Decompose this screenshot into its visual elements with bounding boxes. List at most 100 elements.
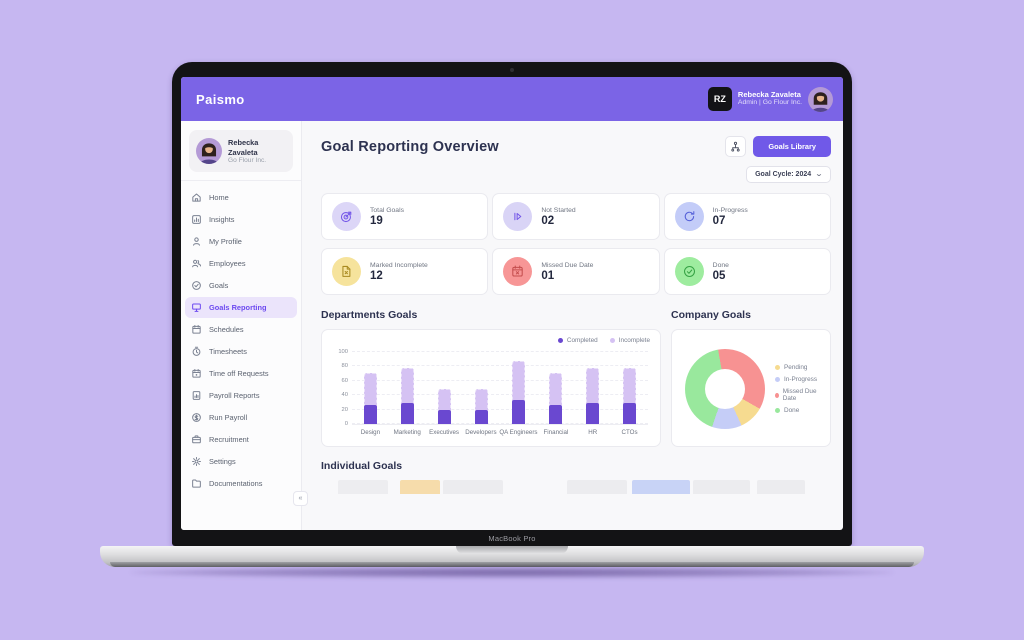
- settings-icon: [191, 456, 202, 467]
- run-payroll-icon: [191, 412, 202, 423]
- stats-grid: Total Goals 19 Not Started 02 In-Progress 07 M…: [321, 193, 831, 295]
- donut-legend: Pending In-Progress Missed Due Date Done: [775, 364, 820, 414]
- bar-financial: [549, 372, 562, 424]
- org-initials-badge: RZ: [707, 87, 732, 111]
- sidebar-item-goals[interactable]: Goals: [181, 275, 301, 296]
- stat-card-marked-incomplete: Marked Incomplete 12: [321, 248, 489, 295]
- sidebar-item-label: Goals: [209, 281, 229, 291]
- bar-qa-engineers: [512, 361, 525, 424]
- stat-text: Not Started 02: [541, 207, 575, 227]
- sidebar-item-label: Timesheets: [209, 347, 247, 357]
- schedules-icon: [191, 324, 202, 335]
- stat-card-not-started: Not Started 02: [492, 193, 660, 240]
- bar-segment-incomplete: [438, 388, 451, 413]
- sidebar-item-payroll-reports[interactable]: Payroll Reports: [181, 385, 301, 406]
- bar-segment-completed: [475, 410, 488, 424]
- laptop-base-edge: [110, 562, 914, 567]
- gridline: 80: [342, 363, 648, 369]
- stat-label: Not Started: [541, 206, 576, 214]
- sidebar-item-recruitment[interactable]: Recruitment: [181, 429, 301, 450]
- legend-label: In-Progress: [784, 376, 818, 383]
- stat-card-total-goals: Total Goals 19: [321, 193, 489, 240]
- category-label: Financial: [543, 429, 569, 436]
- stat-text: Total Goals 19: [370, 207, 404, 227]
- sidebar-item-home[interactable]: Home: [181, 187, 301, 208]
- category-label: Developers: [465, 429, 497, 436]
- sidebar-item-settings[interactable]: Settings: [181, 451, 301, 472]
- bar-marketing: [401, 368, 414, 424]
- legend-in-progress: In-Progress: [775, 376, 820, 383]
- legend-done: Done: [775, 407, 820, 414]
- sidebar-item-timesheets[interactable]: Timesheets: [181, 341, 301, 362]
- top-bar: Paismo RZ Rebecka Zavaleta Admin | Go Fl…: [181, 77, 843, 121]
- company-goals-chart: Pending In-Progress Missed Due Date Done: [671, 329, 831, 447]
- sidebar-item-my-profile[interactable]: My Profile: [181, 231, 301, 252]
- profile-icon: [191, 236, 202, 247]
- sidebar-item-goals-reporting[interactable]: Goals Reporting: [185, 297, 297, 319]
- sidebar-item-documentations[interactable]: Documentations: [181, 473, 301, 494]
- bar-segment-incomplete: [475, 388, 488, 413]
- bar-segment-completed: [401, 403, 414, 424]
- sidebar-item-time-off-requests[interactable]: Time off Requests: [181, 363, 301, 384]
- profile-company: Go Flour Inc.: [228, 157, 267, 165]
- bar-segment-incomplete: [586, 368, 599, 406]
- sidebar-item-run-payroll[interactable]: Run Payroll: [181, 407, 301, 428]
- donut-chart: [685, 349, 765, 429]
- individual-goals-title: Individual Goals: [321, 460, 403, 472]
- sidebar-item-insights[interactable]: Insights: [181, 209, 301, 230]
- goal-cycle-dropdown[interactable]: Goal Cycle: 2024 ⌄: [746, 166, 831, 183]
- check-circle-icon: [674, 257, 704, 286]
- gridline: 40: [342, 392, 648, 398]
- sidebar-profile-card[interactable]: Rebecka Zavaleta Go Flour Inc.: [189, 130, 293, 173]
- bar-segment-completed: [438, 410, 451, 424]
- legend-label: Done: [784, 407, 800, 414]
- sidebar-item-employees[interactable]: Employees: [181, 253, 301, 274]
- goal-cycle-value: Goal Cycle: 2024: [755, 171, 812, 178]
- stat-value: 07: [712, 214, 726, 227]
- legend-incomplete: Incomplete: [609, 337, 650, 344]
- user-avatar[interactable]: [808, 86, 833, 112]
- stat-label: Missed Due Date: [541, 261, 594, 269]
- y-axis-tick: 60: [341, 377, 348, 384]
- bar-segment-incomplete: [512, 361, 525, 402]
- payroll-reports-icon: [191, 390, 202, 401]
- document-x-icon: [332, 257, 361, 286]
- category-label: Executives: [429, 429, 460, 436]
- main-content: Goal Reporting Overview Goals Library: [302, 121, 843, 530]
- stat-label: Done: [712, 261, 729, 269]
- timesheets-icon: [191, 346, 202, 357]
- table-cell-preview: [632, 480, 690, 494]
- stat-label: Marked Incomplete: [370, 261, 428, 269]
- sidebar-item-label: Payroll Reports: [209, 391, 260, 401]
- user-menu[interactable]: RZ Rebecka Zavaleta Admin | Go Flour Inc…: [707, 86, 833, 112]
- departments-goals-title: Departments Goals: [321, 309, 418, 321]
- y-axis-tick: 100: [338, 349, 348, 355]
- sidebar-item-label: Schedules: [209, 325, 244, 335]
- stat-text: In-Progress 07: [713, 207, 748, 227]
- legend-completed: Completed: [557, 337, 598, 344]
- table-cell-preview: [757, 480, 805, 494]
- org-chart-icon[interactable]: [725, 136, 747, 157]
- bar-chart-legend: Completed Incomplete: [332, 337, 650, 344]
- stat-label: Total Goals: [370, 206, 405, 214]
- stat-text: Missed Due Date 01: [541, 262, 593, 282]
- legend-dot-icon: [775, 377, 780, 382]
- laptop-notch: [456, 546, 568, 554]
- gridline: 60: [342, 378, 648, 384]
- stat-value: 12: [370, 269, 383, 282]
- chevron-down-icon: ⌄: [814, 171, 824, 178]
- table-cell-preview: [443, 480, 503, 494]
- stat-value: 05: [712, 269, 726, 282]
- goals-library-button[interactable]: Goals Library: [753, 136, 831, 157]
- stat-value: 02: [541, 214, 555, 227]
- goals-icon: [191, 280, 202, 291]
- sidebar-item-label: Recruitment: [209, 435, 249, 445]
- sidebar-item-schedules[interactable]: Schedules: [181, 319, 301, 340]
- sidebar-collapse-button[interactable]: «: [293, 491, 308, 506]
- bar-segment-completed: [586, 403, 599, 424]
- bar-segment-completed: [549, 404, 562, 424]
- table-cell-preview: [338, 480, 388, 494]
- legend-missed-due-date: Missed Due Date: [775, 388, 820, 402]
- category-label: CTOs: [621, 429, 638, 436]
